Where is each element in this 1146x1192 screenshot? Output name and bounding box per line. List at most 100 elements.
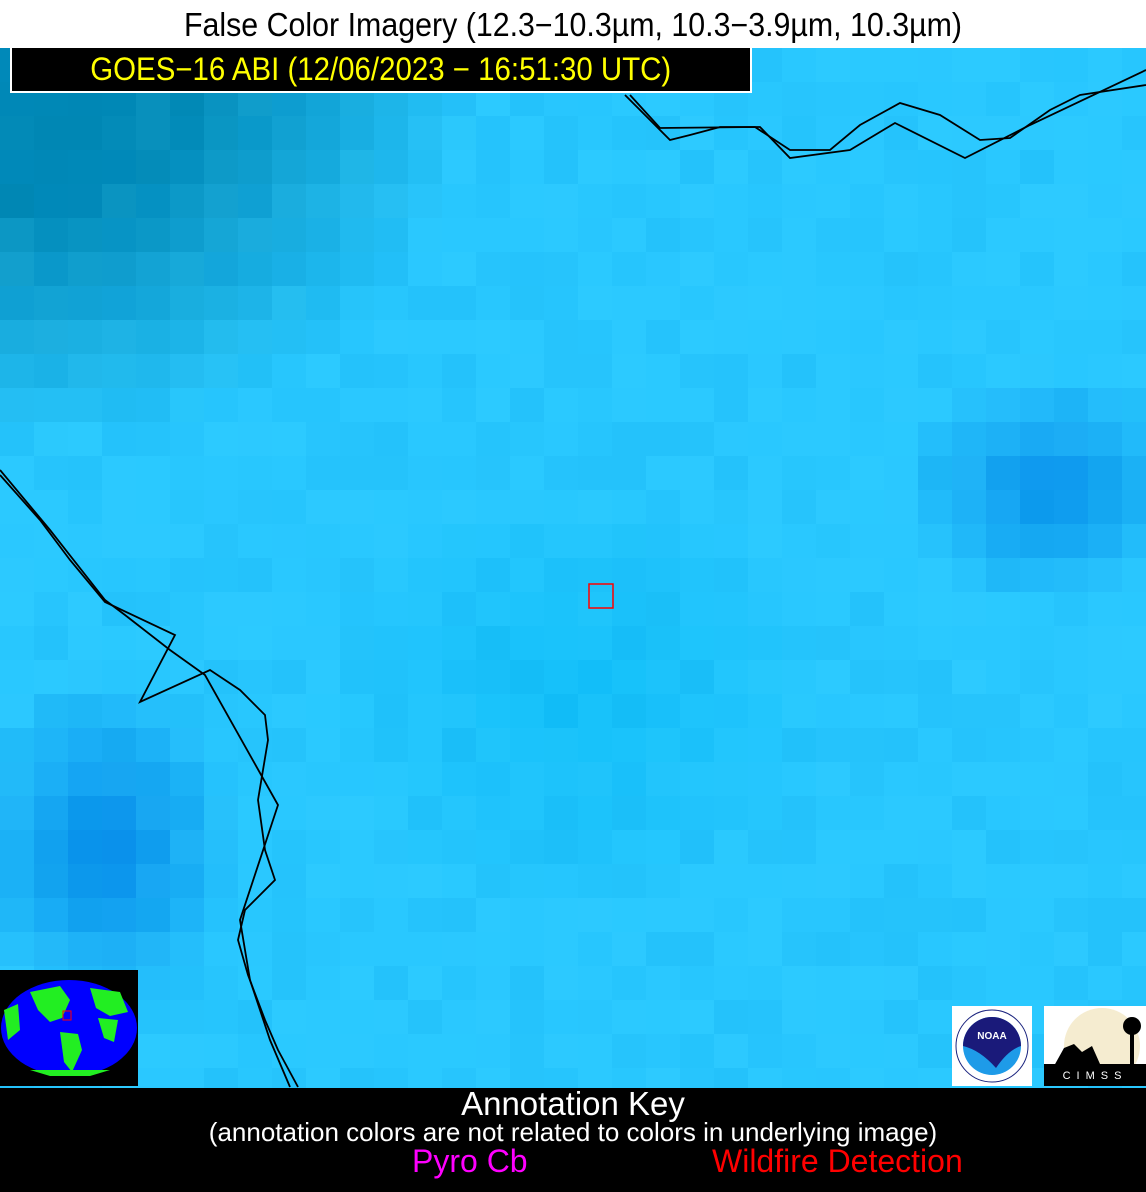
- imagery-pixel: [1088, 286, 1122, 320]
- imagery-pixel: [170, 1068, 204, 1088]
- imagery-pixel: [408, 252, 442, 286]
- imagery-pixel: [680, 728, 714, 762]
- imagery-pixel: [952, 660, 986, 694]
- imagery-pixel: [884, 864, 918, 898]
- imagery-pixel: [612, 660, 646, 694]
- imagery-pixel: [204, 796, 238, 830]
- imagery-pixel: [442, 184, 476, 218]
- imagery-pixel: [1054, 354, 1088, 388]
- imagery-pixel: [34, 286, 68, 320]
- imagery-pixel: [646, 626, 680, 660]
- imagery-pixel: [748, 932, 782, 966]
- imagery-pixel: [102, 184, 136, 218]
- imagery-pixel: [612, 626, 646, 660]
- imagery-pixel: [1088, 626, 1122, 660]
- imagery-pixel: [850, 286, 884, 320]
- imagery-pixel: [1122, 830, 1146, 864]
- imagery-pixel: [272, 864, 306, 898]
- imagery-pixel: [68, 184, 102, 218]
- imagery-pixel: [408, 286, 442, 320]
- imagery-pixel: [680, 388, 714, 422]
- imagery-pixel: [578, 830, 612, 864]
- imagery-pixel: [1054, 728, 1088, 762]
- imagery-pixel: [782, 660, 816, 694]
- imagery-pixel: [986, 184, 1020, 218]
- imagery-pixel: [0, 864, 34, 898]
- imagery-pixel: [306, 864, 340, 898]
- imagery-pixel: [952, 796, 986, 830]
- imagery-pixel: [680, 490, 714, 524]
- imagery-pixel: [238, 320, 272, 354]
- imagery-pixel: [578, 864, 612, 898]
- imagery-pixel: [238, 116, 272, 150]
- imagery-pixel: [1122, 524, 1146, 558]
- imagery-pixel: [136, 728, 170, 762]
- imagery-pixel: [748, 150, 782, 184]
- legend-pyro-cb: Pyro Cb: [412, 1143, 528, 1179]
- imagery-pixel: [170, 932, 204, 966]
- imagery-pixel: [1020, 626, 1054, 660]
- imagery-pixel: [476, 626, 510, 660]
- imagery-pixel: [510, 660, 544, 694]
- imagery-pixel: [748, 422, 782, 456]
- imagery-pixel: [714, 626, 748, 660]
- imagery-pixel: [68, 660, 102, 694]
- imagery-pixel: [986, 286, 1020, 320]
- imagery-pixel: [170, 524, 204, 558]
- imagery-pixel: [782, 218, 816, 252]
- imagery-pixel: [170, 422, 204, 456]
- imagery-pixel: [986, 728, 1020, 762]
- imagery-pixel: [34, 388, 68, 422]
- imagery-pixel: [1088, 150, 1122, 184]
- imagery-pixel: [408, 422, 442, 456]
- imagery-pixel: [408, 320, 442, 354]
- imagery-pixel: [204, 184, 238, 218]
- imagery-pixel: [1054, 524, 1088, 558]
- imagery-pixel: [850, 592, 884, 626]
- imagery-pixel: [0, 660, 34, 694]
- imagery-pixel: [68, 218, 102, 252]
- imagery-pixel: [646, 252, 680, 286]
- imagery-pixel: [1020, 830, 1054, 864]
- imagery-pixel: [374, 864, 408, 898]
- imagery-pixel: [1088, 354, 1122, 388]
- imagery-pixel: [374, 1068, 408, 1088]
- imagery-pixel: [476, 796, 510, 830]
- imagery-pixel: [102, 116, 136, 150]
- imagery-pixel: [442, 762, 476, 796]
- imagery-pixel: [340, 524, 374, 558]
- imagery-pixel: [374, 796, 408, 830]
- imagery-pixel: [646, 796, 680, 830]
- imagery-pixel: [986, 626, 1020, 660]
- imagery-pixel: [306, 966, 340, 1000]
- imagery-pixel: [374, 456, 408, 490]
- imagery-pixel: [170, 286, 204, 320]
- imagery-pixel: [1122, 864, 1146, 898]
- imagery-pixel: [612, 456, 646, 490]
- imagery-pixel: [510, 864, 544, 898]
- imagery-pixel: [136, 1034, 170, 1068]
- imagery-pixel: [850, 354, 884, 388]
- imagery-pixel: [136, 592, 170, 626]
- imagery-pixel: [1088, 694, 1122, 728]
- imagery-pixel: [204, 320, 238, 354]
- imagery-pixel: [816, 286, 850, 320]
- imagery-pixel: [578, 150, 612, 184]
- imagery-pixel: [578, 796, 612, 830]
- imagery-pixel: [544, 592, 578, 626]
- imagery-pixel: [748, 762, 782, 796]
- imagery-pixel: [442, 660, 476, 694]
- imagery-pixel: [204, 898, 238, 932]
- imagery-pixel: [816, 864, 850, 898]
- imagery-pixel: [884, 82, 918, 116]
- imagery-pixel: [136, 320, 170, 354]
- imagery-pixel: [340, 1000, 374, 1034]
- imagery-pixel: [1122, 150, 1146, 184]
- imagery-pixel: [1088, 422, 1122, 456]
- imagery-pixel: [68, 524, 102, 558]
- imagery-pixel: [850, 966, 884, 1000]
- imagery-pixel: [204, 626, 238, 660]
- imagery-pixel: [510, 796, 544, 830]
- imagery-pixel: [1054, 864, 1088, 898]
- imagery-pixel: [816, 1068, 850, 1088]
